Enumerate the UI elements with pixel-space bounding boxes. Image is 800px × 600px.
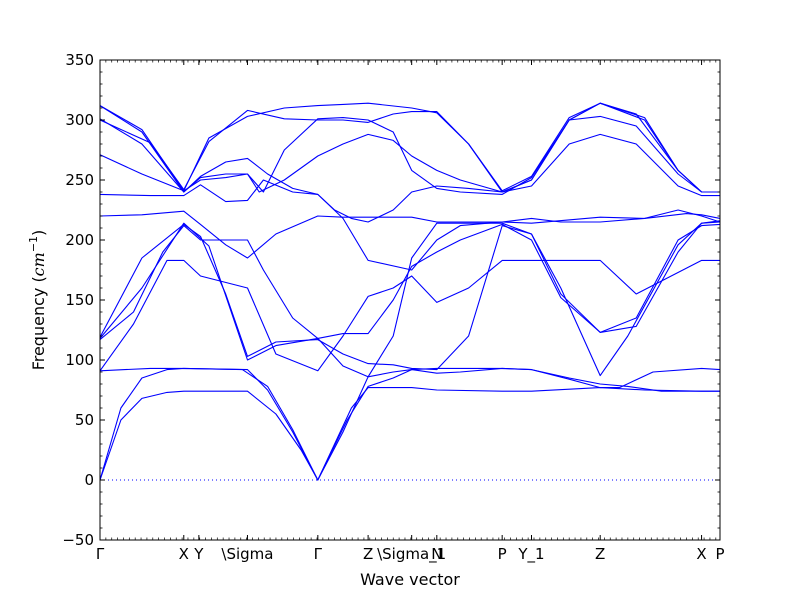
plot-frame — [99, 59, 721, 541]
plot-background — [100, 60, 720, 540]
y-tick-label: 50 — [75, 411, 94, 429]
x-tick-label: \Sigma — [221, 545, 273, 563]
y-axis-label-text: Frequency ( — [29, 276, 48, 370]
y-tick-label: 200 — [65, 231, 94, 249]
band-line-4 — [99, 223, 721, 341]
y-tick-labels: −50 0 50 100 150 200 250 300 350 — [62, 51, 94, 549]
x-tick-label: Y_1 — [517, 545, 544, 564]
band-line-6 — [99, 220, 721, 377]
x-tick-label: Γ — [314, 545, 323, 563]
x-tick-label: Γ — [96, 545, 105, 563]
y-tick-label: −50 — [62, 531, 94, 549]
band-line-14 — [99, 102, 720, 193]
x-tick-label: Z — [595, 545, 605, 563]
x-tick-label: X — [696, 545, 706, 563]
x-tick-label: \Sigma_1 — [377, 545, 446, 564]
band-line-5 — [99, 221, 721, 378]
x-tick-label: P — [498, 545, 507, 563]
x-tick-label: Y — [193, 545, 204, 563]
x-axis-label: Wave vector — [360, 570, 460, 589]
y-tick-label: 100 — [65, 351, 94, 369]
y-tick-label: 350 — [65, 51, 94, 69]
band-line-3 — [99, 367, 720, 481]
x-tick-label: X — [179, 545, 189, 563]
y-axis-label-unit: cm — [29, 252, 48, 276]
band-line-10 — [99, 133, 720, 197]
y-tick-label: 150 — [65, 291, 94, 309]
y-tick-label: 0 — [84, 471, 94, 489]
band-line-9 — [99, 179, 721, 271]
y-axis-label-close: ) — [29, 230, 48, 236]
x-tick-label: Z — [363, 545, 373, 563]
band-line-7 — [99, 259, 720, 372]
band-line-2 — [99, 367, 721, 481]
x-tick-label: P — [715, 545, 724, 563]
series-layer — [99, 102, 721, 481]
x-tick-label: N — [431, 545, 442, 563]
y-tick-label: 250 — [65, 171, 94, 189]
x-tick-labels: Γ X Y \Sigma Γ Z \Sigma_1N P Y_1 Z X P — [96, 545, 725, 564]
band-line-11 — [99, 115, 720, 195]
y-axis-label-exponent: −1 — [27, 236, 40, 252]
y-tick-label: 300 — [65, 111, 94, 129]
y-axis-label: Frequency (cm−1) — [27, 230, 48, 371]
